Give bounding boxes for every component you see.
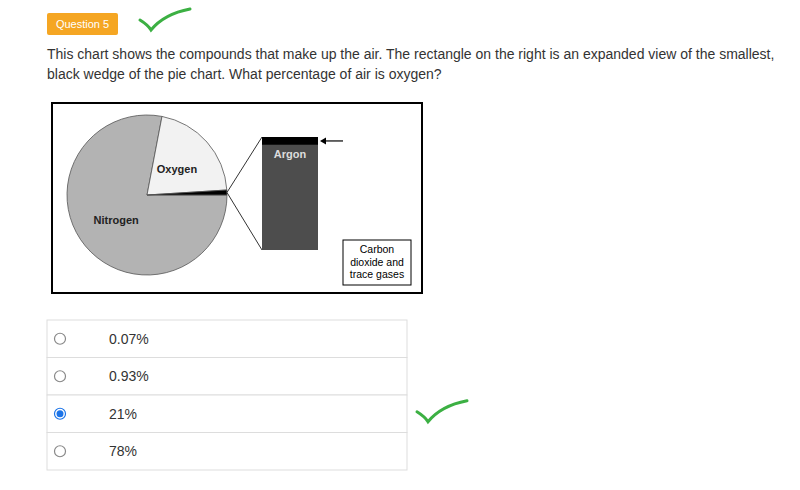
option-label: 0.07% [109, 331, 149, 347]
bar-group [262, 137, 318, 250]
callout-label: Carbon dioxide and trace gases [344, 243, 410, 281]
bar-segment [262, 137, 318, 145]
slice-label: Oxygen [157, 163, 198, 175]
option-row[interactable] [47, 358, 407, 396]
zoom-line [227, 192, 262, 250]
option-label: 0.93% [109, 368, 149, 384]
series-label: Argon [274, 148, 307, 160]
pie-labels: Nitrogen Oxygen [94, 163, 198, 227]
pie [67, 115, 227, 275]
radio-dot [57, 410, 64, 417]
zoom-line [227, 137, 262, 192]
callout-box [343, 240, 411, 285]
callout-arrowhead [320, 137, 326, 144]
option-label: 78% [109, 443, 137, 459]
badge [47, 13, 118, 35]
option-row[interactable] [47, 320, 407, 358]
pie-slice [147, 116, 227, 195]
option-row[interactable] [47, 395, 407, 433]
radio[interactable] [55, 333, 66, 344]
chart-frame [52, 103, 422, 293]
callout-arrow [324, 140, 343, 141]
slice-label: Nitrogen [94, 214, 140, 226]
option-row[interactable] [47, 433, 407, 471]
pie-slice [147, 190, 227, 195]
badge-text: Question 5 [56, 18, 109, 30]
radio[interactable] [55, 408, 66, 419]
bar-segment [262, 145, 318, 250]
correct-check [140, 9, 190, 30]
option-check [417, 401, 467, 422]
radio[interactable] [55, 446, 66, 457]
question-text: This chart shows the compounds that make… [47, 44, 792, 84]
option-label: 21% [109, 406, 137, 422]
pie-slice [67, 115, 227, 275]
radio[interactable] [55, 371, 66, 382]
options: 0.07% 0.93% 21% 78% [47, 320, 407, 470]
